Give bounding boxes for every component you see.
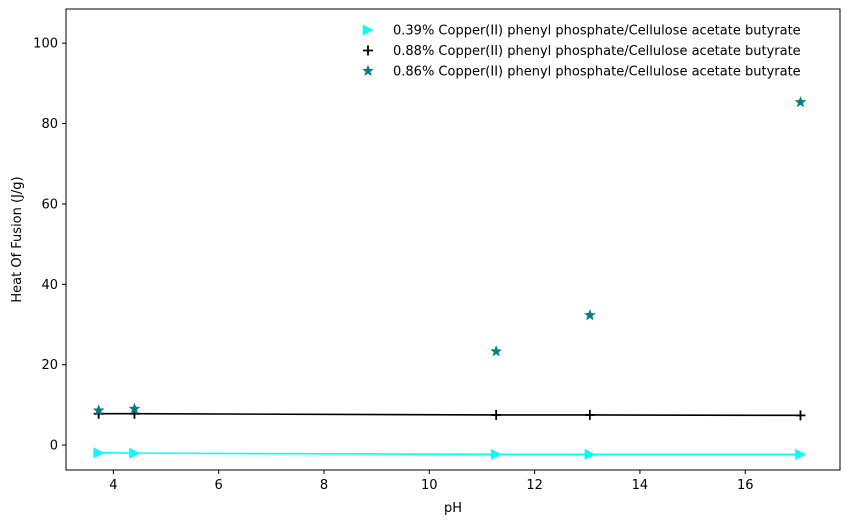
- series-3-point: [128, 402, 141, 415]
- legend: 0.39% Copper(II) phenyl phosphate/Cellul…: [361, 24, 801, 80]
- legend-marker-1: [362, 24, 374, 36]
- y-axis-label: Heat Of Fusion (J/g): [10, 176, 25, 302]
- series-3-point: [92, 404, 105, 416]
- x-tick-label: 6: [215, 478, 223, 493]
- y-tick-label: 0: [50, 439, 58, 454]
- legend-entry-2: 0.88% Copper(II) phenyl phosphate/Cellul…: [393, 44, 801, 59]
- series-2-point: [795, 410, 806, 421]
- legend-entry-1: 0.39% Copper(II) phenyl phosphate/Cellul…: [393, 24, 801, 39]
- series-1-point: [490, 448, 502, 460]
- series-1-point: [584, 448, 596, 460]
- x-tick-label: 12: [526, 478, 543, 493]
- x-axis-label: pH: [444, 501, 462, 516]
- x-tick-label: 4: [109, 478, 117, 493]
- x-axis-ticks: 4 6 8 10 12 14 16: [109, 470, 753, 493]
- plot-frame: [65, 8, 841, 471]
- legend-entry-3: 0.86% Copper(II) phenyl phosphate/Cellul…: [393, 65, 801, 80]
- y-tick-label: 100: [33, 37, 58, 52]
- series-3-point: [490, 345, 503, 357]
- x-tick-label: 14: [632, 478, 649, 493]
- x-tick-label: 16: [737, 478, 754, 493]
- series-3-point: [583, 308, 596, 321]
- series-markers: [92, 95, 807, 460]
- y-tick-label: 20: [41, 358, 58, 373]
- y-tick-label: 80: [41, 117, 58, 132]
- y-tick-label: 40: [41, 278, 58, 293]
- x-tick-label: 10: [421, 478, 438, 493]
- series-2-point: [491, 409, 502, 420]
- y-tick-label: 60: [41, 197, 58, 212]
- y-axis-ticks: 0 20 40 60 80 100: [33, 37, 66, 454]
- legend-marker-2: [363, 45, 373, 56]
- series-2-point: [584, 409, 595, 420]
- legend-marker-3: [361, 64, 375, 77]
- series-3-point: [794, 95, 807, 108]
- series-1-point: [129, 447, 141, 459]
- series-1-point: [93, 447, 105, 459]
- series-1-point: [795, 448, 807, 460]
- x-tick-label: 8: [320, 478, 328, 493]
